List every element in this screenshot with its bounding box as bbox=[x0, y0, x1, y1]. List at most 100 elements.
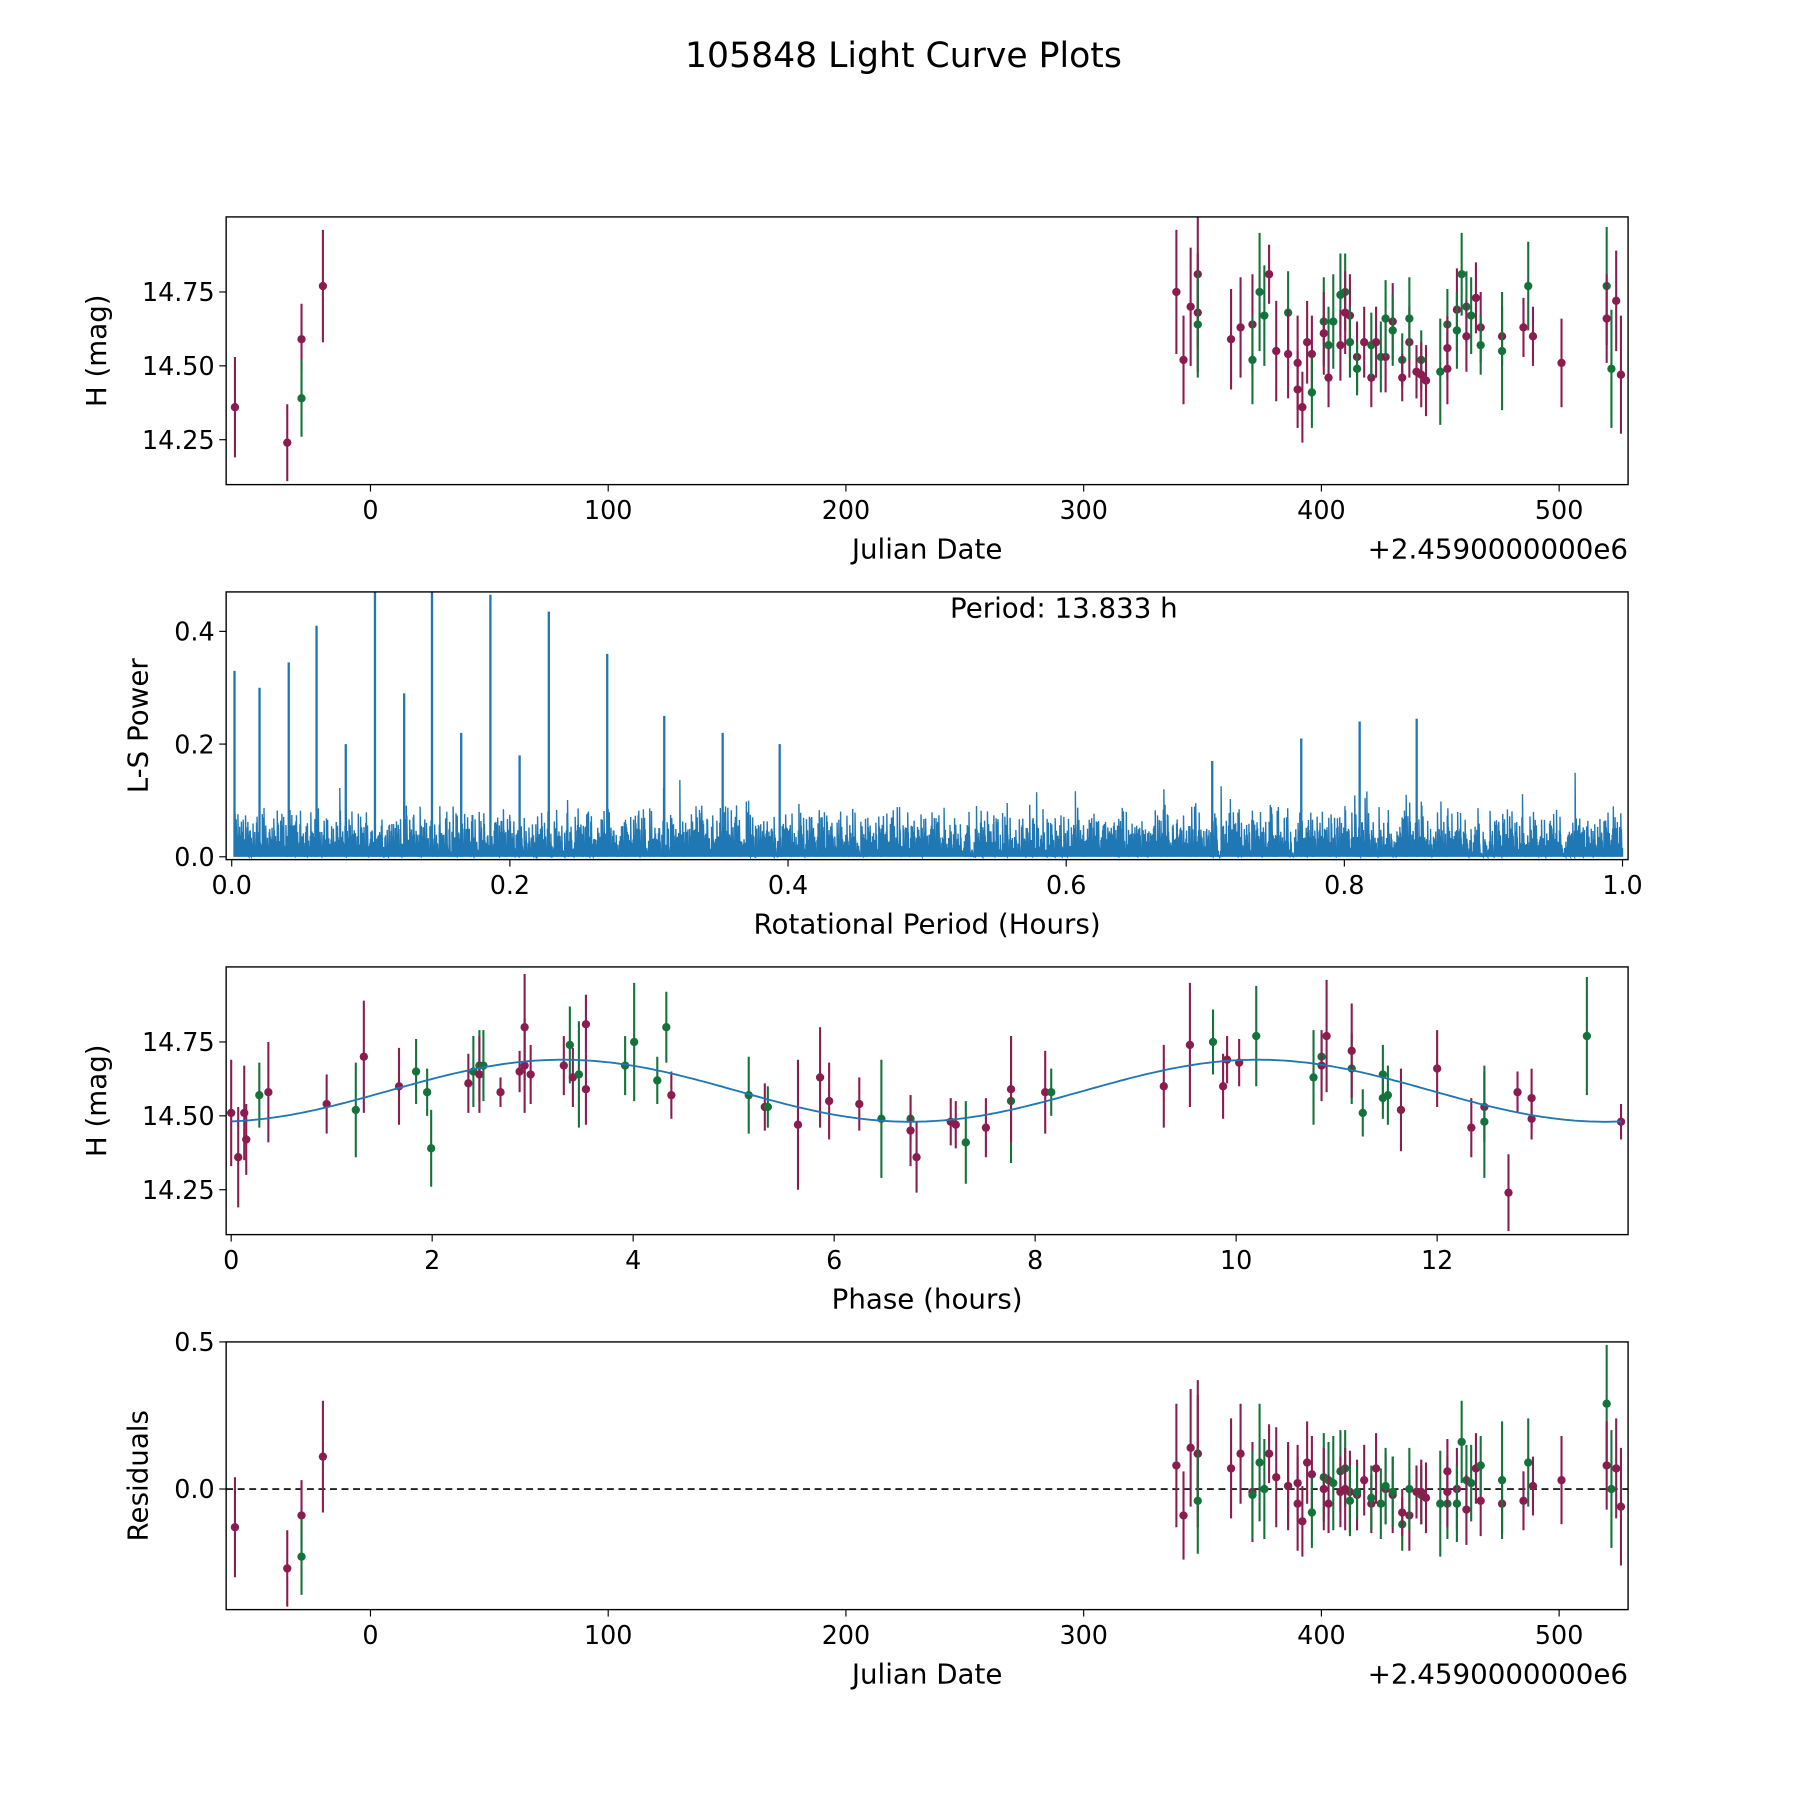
data-point bbox=[1358, 1108, 1367, 1118]
data-point bbox=[1367, 373, 1376, 382]
data-point bbox=[1480, 1117, 1489, 1126]
data-point bbox=[1467, 1478, 1476, 1488]
x-axis-label: Phase (hours) bbox=[832, 1282, 1023, 1315]
data-point bbox=[1607, 364, 1616, 373]
data-point bbox=[1421, 1493, 1431, 1502]
period-annotation: Period: 13.833 h bbox=[950, 591, 1178, 624]
data-point bbox=[475, 1070, 484, 1079]
x-axis-label: Rotational Period (Hours) bbox=[754, 907, 1101, 940]
data-point bbox=[1476, 1496, 1485, 1505]
data-point bbox=[1467, 1123, 1476, 1132]
plot-area bbox=[226, 1344, 1629, 1607]
data-point bbox=[422, 1088, 432, 1097]
data-point bbox=[1302, 338, 1312, 347]
data-point bbox=[297, 394, 306, 403]
data-point bbox=[1226, 1464, 1236, 1473]
data-point bbox=[1421, 376, 1431, 385]
data-point bbox=[1452, 326, 1462, 335]
figure-title: 105848 Light Curve Plots bbox=[685, 36, 1122, 76]
plot-area bbox=[230, 216, 1626, 482]
x-tick-label: 300 bbox=[1059, 1620, 1107, 1650]
data-point bbox=[1298, 403, 1307, 412]
data-point bbox=[1376, 1499, 1385, 1508]
x-tick-label: 4 bbox=[625, 1245, 641, 1275]
data-point bbox=[464, 1079, 473, 1088]
data-point bbox=[1398, 1508, 1407, 1517]
x-tick-label: 10 bbox=[1220, 1245, 1252, 1275]
y-tick-label: 14.50 bbox=[142, 351, 215, 381]
y-tick-label: 14.75 bbox=[142, 277, 215, 307]
data-point bbox=[1324, 1499, 1333, 1508]
data-point bbox=[1616, 370, 1626, 379]
x-tick-label: 0.6 bbox=[1046, 870, 1086, 900]
data-point bbox=[559, 1061, 568, 1070]
data-point bbox=[667, 1091, 676, 1100]
data-point bbox=[1519, 1496, 1528, 1505]
data-point bbox=[318, 1452, 328, 1461]
x-tick-label: 500 bbox=[1535, 1620, 1583, 1650]
data-point bbox=[1236, 323, 1245, 332]
data-point bbox=[1186, 302, 1195, 311]
x-tick-label: 100 bbox=[584, 495, 632, 525]
data-point bbox=[1524, 1458, 1533, 1467]
data-point bbox=[1396, 1105, 1406, 1115]
data-point bbox=[1248, 355, 1257, 365]
x-tick-label: 300 bbox=[1059, 495, 1107, 525]
data-point bbox=[1607, 1484, 1616, 1494]
x-tick-label: 500 bbox=[1535, 495, 1583, 525]
x-axis-label: Julian Date bbox=[850, 532, 1003, 565]
x-tick-label: 200 bbox=[822, 1620, 870, 1650]
data-point bbox=[1329, 1478, 1338, 1488]
axes-frame bbox=[225, 216, 1629, 486]
data-point bbox=[230, 403, 240, 412]
data-point bbox=[255, 1091, 264, 1100]
data-point bbox=[526, 1070, 535, 1079]
data-point bbox=[230, 1523, 240, 1532]
data-point bbox=[565, 1040, 575, 1050]
data-point bbox=[1293, 1478, 1302, 1488]
data-point bbox=[1283, 349, 1293, 359]
data-point bbox=[1272, 346, 1281, 356]
data-point bbox=[581, 1085, 591, 1094]
data-point bbox=[359, 1052, 368, 1061]
data-point bbox=[1524, 281, 1533, 291]
data-point bbox=[1248, 1490, 1257, 1500]
data-point bbox=[1360, 338, 1369, 347]
y-axis-label: H (mag) bbox=[80, 1044, 113, 1157]
data-point bbox=[1602, 314, 1611, 323]
data-point bbox=[1047, 1088, 1056, 1097]
x-tick-label: 2 bbox=[424, 1245, 440, 1275]
data-point bbox=[1405, 314, 1414, 323]
data-point bbox=[496, 1088, 505, 1097]
model-curve bbox=[231, 1058, 1622, 1123]
data-point bbox=[1513, 1088, 1522, 1097]
data-point bbox=[574, 1070, 584, 1079]
data-point bbox=[1159, 1082, 1168, 1091]
x-tick-label: 12 bbox=[1421, 1245, 1453, 1275]
data-point bbox=[1260, 311, 1269, 320]
x-axis-label: Julian Date bbox=[850, 1657, 1003, 1690]
data-point bbox=[227, 1108, 236, 1118]
data-point bbox=[1457, 270, 1466, 279]
data-point bbox=[1582, 1031, 1592, 1041]
data-point bbox=[1381, 1481, 1390, 1491]
data-point bbox=[264, 1088, 273, 1097]
data-point bbox=[1602, 1461, 1611, 1470]
data-point bbox=[763, 1102, 772, 1112]
data-point bbox=[1452, 1499, 1462, 1508]
data-point bbox=[1467, 311, 1476, 320]
data-point bbox=[1371, 338, 1381, 347]
panel-residuals: 0 100 200 300 400 500 0.0 0.5 Julian Date Residua… bbox=[122, 1327, 1629, 1690]
y-tick-label: 14.25 bbox=[142, 425, 215, 455]
panel-periodogram: 0.0 0.2 0.4 0.6 0.8 1.0 0.0 0.2 0.4 Rotational Pe… bbox=[122, 591, 1643, 940]
data-point bbox=[351, 1105, 360, 1115]
axes-frame bbox=[225, 966, 1629, 1236]
x-offset-label: +2.4590000000e6 bbox=[1368, 1657, 1628, 1690]
x-tick-label: 0 bbox=[362, 1620, 378, 1650]
data-point bbox=[1471, 293, 1481, 303]
y-axis-label: Residuals bbox=[122, 1410, 155, 1541]
x-tick-label: 0.4 bbox=[768, 870, 808, 900]
data-point bbox=[1298, 1517, 1307, 1526]
data-point bbox=[1528, 332, 1538, 341]
y-tick-label: 0.2 bbox=[174, 729, 214, 759]
